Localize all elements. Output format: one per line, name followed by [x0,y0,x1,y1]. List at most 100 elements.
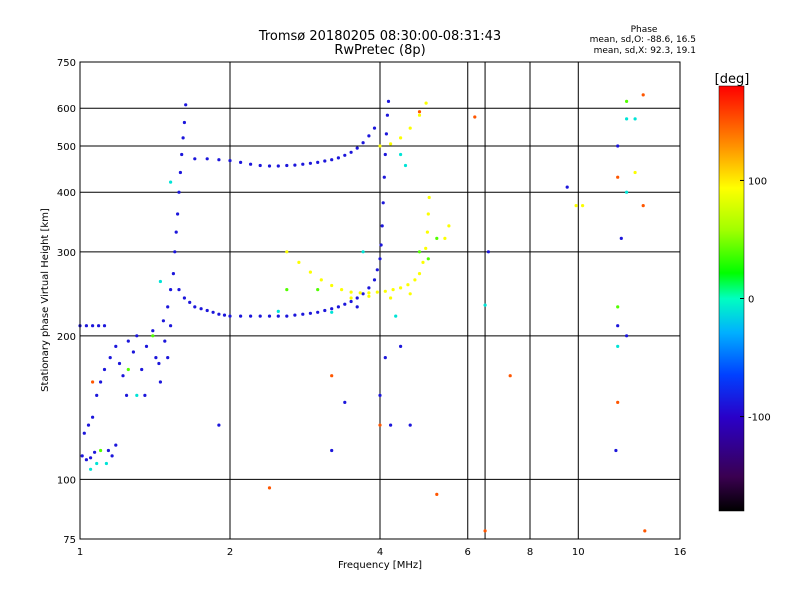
data-point [93,450,97,454]
x-tick-label: 2 [227,547,233,558]
data-point [276,164,280,168]
data-point [316,310,320,314]
stats-o: mean, sd,O: -88.6, 16.5 [590,35,696,45]
data-point [435,236,439,240]
data-point [181,136,185,140]
data-point [399,344,403,348]
data-point [367,134,371,138]
data-point [184,103,188,107]
y-tick-label: 300 [57,248,76,259]
data-point [367,286,371,290]
data-point [151,334,155,338]
data-point [102,324,107,328]
data-point [408,126,412,130]
data-point [378,257,382,261]
data-point [574,204,578,208]
data-point [140,367,144,372]
grid [80,62,680,539]
data-point [391,288,395,292]
x-tick-label: 16 [674,547,687,558]
data-point [508,374,512,378]
data-point [177,288,181,292]
data-point [249,162,253,166]
colorbar-label: [deg] [715,72,750,87]
data-point [297,260,301,264]
data-point [267,486,272,490]
data-point [276,309,280,313]
data-point [177,190,181,194]
data-point [616,400,620,404]
data-point [643,529,647,533]
data-point [378,393,382,397]
data-point [349,290,353,294]
data-point [375,268,379,272]
y-tick-label: 600 [57,104,76,115]
data-point [126,339,130,343]
data-point [383,289,387,293]
data-point [106,448,110,453]
data-point [399,136,403,140]
data-point [171,272,175,276]
data-point [126,367,130,372]
stats-heading: Phase [631,25,658,35]
data-point [625,117,629,121]
x-axis-label: Frequency [MHz] [338,560,422,571]
data-point [367,291,371,295]
data-point [199,307,203,311]
data-point [143,393,147,397]
data-point [276,314,280,318]
data-point [91,324,95,328]
data-point [425,230,429,234]
data-point [408,423,412,427]
x-tick-label: 1 [77,547,83,558]
data-point [486,250,490,254]
data-point [372,278,377,282]
data-point [336,156,340,160]
data-point [91,380,95,384]
data-point [154,356,158,360]
data-point [267,314,272,318]
y-tick-label: 400 [57,188,76,199]
data-point [80,454,84,458]
data-point [114,344,118,348]
y-tick-label: 75 [63,535,76,546]
data-point [144,344,149,348]
data-point [349,296,353,300]
data-point [394,314,398,318]
data-point [343,302,347,306]
data-point [389,423,393,427]
data-point [205,157,209,161]
data-point [399,286,403,290]
data-point [217,158,221,162]
data-point [355,296,359,300]
y-tick-label: 500 [57,142,76,153]
data-point [285,288,289,292]
chart-subtitle: RwPretec (8p) [334,43,425,58]
data-point [205,308,209,313]
data-point [163,339,167,343]
data-point [267,164,272,168]
data-point [222,313,227,317]
data-point [343,400,347,404]
data-point [378,423,382,427]
data-point [616,144,620,148]
data-point [435,492,439,496]
data-point [285,314,289,318]
data-point [89,467,93,471]
x-tick-label: 8 [527,547,533,558]
plot-frame [79,61,681,540]
data-point [399,152,403,157]
data-point [367,294,371,298]
data-point [293,313,297,317]
data-point [384,132,388,136]
data-point [372,126,377,130]
data-point [135,393,139,397]
data-point [95,393,99,397]
data-point [117,361,122,366]
data-point [358,291,362,295]
data-point [633,170,637,175]
data-point [330,448,334,453]
data-point [301,312,305,316]
data-point [169,180,173,184]
data-point [157,361,161,366]
